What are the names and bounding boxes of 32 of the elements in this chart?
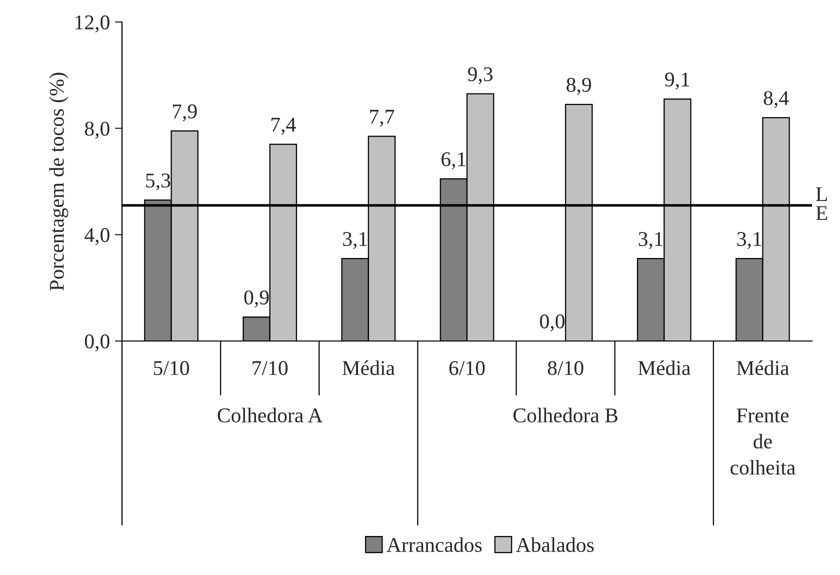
- x-tick-label: 6/10: [449, 361, 485, 376]
- y-tick-label: 0,0: [84, 334, 110, 352]
- data-label: 9,1: [665, 72, 690, 90]
- x-tick-label: Média: [736, 360, 790, 376]
- x-tick-label: 7/10: [252, 361, 288, 376]
- data-label: 9,3: [468, 67, 493, 84]
- x-tick-label: 8/10: [548, 361, 584, 376]
- ref-line-label: LE: [816, 187, 828, 220]
- text: Frente de colheita: [730, 408, 796, 475]
- data-label: 0,9: [244, 290, 269, 308]
- y-tick-label: 4,0: [84, 228, 110, 246]
- text: Colhedora A: [218, 408, 323, 422]
- y-axis-title: Porcentagem de tocos (%): [49, 72, 68, 291]
- data-label: 8,4: [764, 91, 789, 108]
- data-label: 0,0: [540, 314, 564, 332]
- data-label: 8,9: [566, 78, 592, 95]
- x-tick-label: 5/10: [154, 361, 190, 376]
- legend-label: Abalados: [516, 537, 594, 552]
- data-label: 6,1: [442, 152, 466, 170]
- data-label: 3,1: [638, 232, 663, 250]
- data-label: 7,4: [272, 118, 296, 135]
- x-tick-label: Média: [342, 360, 395, 376]
- data-label: 5,3: [146, 174, 170, 191]
- legend-label: Arrancados: [386, 537, 482, 552]
- data-label: 7,7: [370, 110, 394, 127]
- x-tick-label: Média: [638, 360, 690, 376]
- data-label: 7,9: [172, 104, 197, 122]
- y-tick-label: 12,0: [76, 15, 110, 32]
- y-tick-label: 8,0: [84, 122, 110, 139]
- data-label: 3,1: [343, 232, 367, 250]
- text: Colhedora B: [513, 408, 618, 422]
- data-label: 3,1: [737, 232, 762, 250]
